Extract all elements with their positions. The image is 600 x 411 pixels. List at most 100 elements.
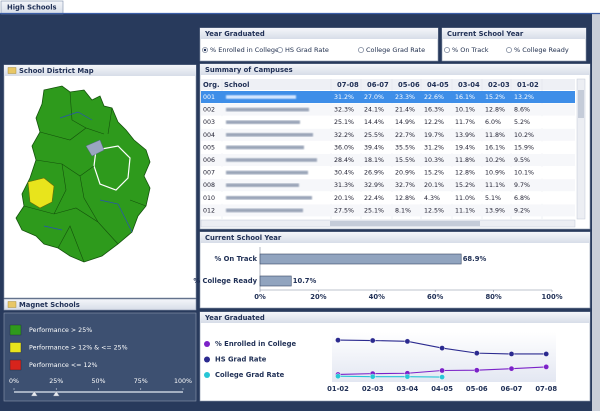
table-row[interactable] — [201, 91, 575, 103]
table-cell: 20.1% — [334, 195, 354, 202]
table-cell: 28.4% — [334, 157, 354, 164]
table-cell: 11.8% — [485, 132, 505, 139]
data-point[interactable] — [369, 337, 376, 344]
bar[interactable] — [259, 275, 292, 287]
data-point[interactable] — [473, 367, 480, 374]
school-name-blurred — [226, 95, 296, 99]
legend-label: Performance > 25% — [29, 327, 92, 334]
panel-title: School District Map — [19, 67, 94, 75]
radio-label[interactable]: % Enrolled in College — [210, 46, 279, 54]
panel-header — [200, 64, 590, 75]
table-cell: 004 — [203, 132, 215, 139]
table-cell: 25.1% — [334, 119, 354, 126]
table-row[interactable] — [201, 191, 575, 204]
table-row[interactable] — [201, 103, 575, 116]
table-cell: 12.8% — [485, 107, 505, 114]
data-point[interactable] — [543, 351, 550, 357]
data-point[interactable] — [543, 364, 550, 370]
data-point[interactable] — [335, 373, 341, 380]
legend-swatch — [9, 324, 22, 336]
table-row[interactable] — [201, 179, 575, 192]
radio-label[interactable]: College Grad Rate — [366, 46, 425, 54]
slider-tick-label: 100% — [174, 378, 192, 385]
table-cell: 16.1% — [455, 94, 475, 101]
value-label: 10.7% — [293, 277, 317, 285]
data-point[interactable] — [439, 374, 445, 380]
table-row[interactable] — [201, 116, 575, 129]
panel-header — [442, 28, 586, 39]
data-point[interactable] — [404, 373, 411, 380]
table-cell: 003 — [203, 119, 215, 126]
table-cell: 21.4% — [395, 107, 415, 114]
v-scroll-thumb[interactable] — [578, 90, 584, 118]
table-row[interactable] — [201, 166, 575, 179]
table-cell: 25.5% — [364, 132, 384, 139]
district-map[interactable] — [15, 85, 151, 263]
data-point[interactable] — [508, 365, 515, 372]
radio-button[interactable] — [506, 47, 512, 53]
table-cell: 39.4% — [364, 144, 384, 151]
bar[interactable] — [259, 253, 462, 265]
table-cell: 9.7% — [514, 182, 530, 189]
table-cell: 35.5% — [395, 144, 415, 151]
table-cell: 10.1% — [514, 170, 534, 177]
radio-label[interactable]: % College Ready — [514, 46, 569, 54]
x-tick-label: 02-03 — [362, 385, 384, 393]
slider-handle[interactable] — [30, 390, 38, 397]
panel-header — [3, 298, 197, 311]
table-cell: 6.8% — [514, 195, 530, 202]
radio-button[interactable] — [444, 47, 450, 53]
table-cell: 14.9% — [395, 119, 415, 126]
table-row[interactable] — [201, 128, 575, 141]
data-point[interactable] — [508, 351, 515, 357]
table-cell: 10.9% — [485, 170, 505, 177]
table-cell: 11.1% — [485, 182, 505, 189]
value-label: 68.9% — [463, 255, 487, 263]
data-point[interactable] — [369, 373, 376, 380]
table-cell: 31.2% — [334, 94, 354, 101]
h-scroll-thumb[interactable] — [330, 221, 480, 226]
table-header — [201, 79, 575, 90]
table-cell: 20.9% — [395, 170, 415, 177]
table-cell: 15.5% — [395, 157, 415, 164]
column-header: 02-03 — [488, 81, 510, 89]
table-cell: 006 — [203, 157, 215, 164]
panel-title: Magnet Schools — [19, 301, 80, 309]
column-header: 04-05 — [427, 81, 449, 89]
radio-button[interactable] — [358, 47, 364, 53]
radio-dot[interactable] — [203, 48, 207, 52]
data-point[interactable] — [439, 345, 445, 351]
bar-panel — [199, 231, 591, 309]
legend-label: % Enrolled in College — [215, 340, 297, 348]
column-header: 06-07 — [367, 81, 389, 89]
table-cell: 30.4% — [334, 170, 354, 177]
tab-label[interactable]: High Schools — [7, 4, 57, 12]
radio-label[interactable]: % On Track — [452, 46, 489, 54]
table-cell: 16.1% — [485, 144, 505, 151]
table-cell: 10.2% — [514, 132, 534, 139]
radio-label[interactable]: HS Grad Rate — [285, 46, 329, 54]
table-row[interactable] — [201, 154, 575, 166]
v-scrollbar[interactable] — [576, 78, 586, 220]
data-point[interactable] — [439, 367, 445, 374]
table-row[interactable] — [201, 204, 575, 217]
table-cell: 8.6% — [514, 107, 530, 114]
school-name-blurred — [226, 107, 309, 112]
table-row[interactable] — [201, 141, 575, 154]
x-tick-label: 0% — [254, 293, 266, 301]
table-cell: 13.9% — [485, 207, 505, 214]
table-cell: 24.1% — [364, 107, 384, 114]
data-point[interactable] — [473, 350, 480, 356]
table-cell: 5.1% — [485, 195, 501, 202]
table-cell: 002 — [203, 107, 215, 114]
school-name-blurred — [226, 145, 304, 150]
data-point[interactable] — [335, 337, 341, 343]
radio-button[interactable] — [277, 47, 283, 53]
table-cell: 31.3% — [334, 182, 354, 189]
data-point[interactable] — [404, 338, 411, 345]
slider-handle[interactable] — [52, 390, 60, 397]
table-cell: 32.7% — [395, 182, 415, 189]
legend-swatch — [9, 342, 22, 353]
table-cell: 001 — [203, 94, 215, 101]
